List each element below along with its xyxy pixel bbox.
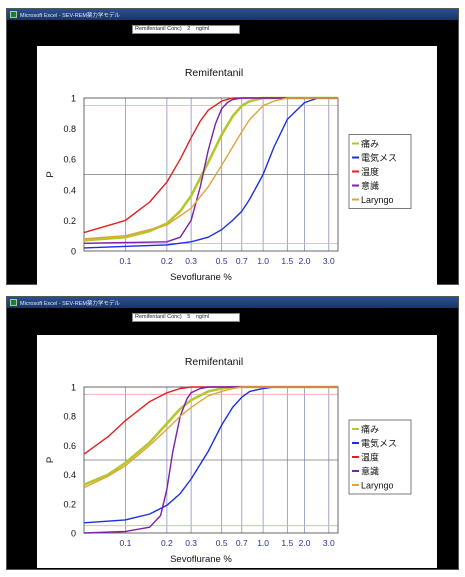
series-line-temperature xyxy=(83,97,338,234)
legend-label-pain: 痛み xyxy=(361,424,379,435)
x-tick-label: 0.2 xyxy=(161,538,173,548)
y-tick-label: 1 xyxy=(71,383,76,393)
window-title: Microsoft Excel - SEV-REM薬力学モデル xyxy=(20,300,120,307)
legend-box xyxy=(348,134,412,209)
grid xyxy=(84,98,338,251)
x-tick-label: 0.1 xyxy=(120,538,132,548)
x-tick-label: 1.5 xyxy=(281,256,293,266)
sevoflurane-chart-2: Remifentanil 0 0.2 0.4 0.6 0.8 1 0.1 0.2 0.3 0.5 0.… xyxy=(45,356,412,565)
y-axis-label: P xyxy=(45,171,56,177)
y-tick-label: 0 xyxy=(71,529,76,539)
y-axis-label: P xyxy=(45,457,56,463)
chart-area-1: Remifentanil 0 0.2 0.4 0.6 0.8 1 0.1 0.2 0.3 0.5 0.… xyxy=(37,46,437,286)
x-tick-label: 1.0 xyxy=(257,538,269,548)
param-value[interactable]: 2 xyxy=(187,26,191,32)
window-title: Microsoft Excel - SEV-REM薬力学モデル xyxy=(20,12,120,19)
x-axis-label: Sevoflurane % xyxy=(170,554,232,565)
y-tick-label: 0.6 xyxy=(63,441,76,451)
excel-app-icon xyxy=(10,11,17,18)
x-tick-label: 1.0 xyxy=(257,256,269,266)
series-line-laryngo xyxy=(83,97,338,240)
excel-window-1: Microsoft Excel - SEV-REM薬力学モデル Remifent… xyxy=(6,8,459,286)
y-tick-label: 0.8 xyxy=(63,124,76,134)
series-line-pain xyxy=(83,385,338,486)
x-tick-label: 0.3 xyxy=(185,256,197,266)
x-tick-label: 0.3 xyxy=(185,538,197,548)
legend-label-electrocautery: 電気メス xyxy=(361,152,397,163)
legend-label-temperature: 温度 xyxy=(361,452,379,463)
x-tick-label: 2.0 xyxy=(299,538,311,548)
chart-area-2: Remifentanil 0 0.2 0.4 0.6 0.8 1 0.1 0.2 0.3 0.5 0.… xyxy=(37,335,437,568)
window-titlebar: Microsoft Excel - SEV-REM薬力学モデル xyxy=(7,9,458,20)
legend-box xyxy=(348,419,412,495)
legend-label-laryngo: Laryngo xyxy=(361,195,394,205)
chart-title: Remifentanil xyxy=(185,356,243,368)
grid xyxy=(84,387,338,533)
param-label: Remifentanil Conc) xyxy=(135,314,182,320)
series-line-electrocautery xyxy=(83,97,338,249)
x-tick-label: 0.5 xyxy=(216,538,228,548)
y-tick-label: 0.8 xyxy=(63,412,76,422)
sevoflurane-chart-1: Remifentanil 0 0.2 0.4 0.6 0.8 1 0.1 0.2 0.3 0.5 0.… xyxy=(45,67,412,283)
legend-label-consciousness: 意識 xyxy=(361,466,379,477)
excel-window-2: Microsoft Excel - SEV-REM薬力学モデル Remifent… xyxy=(6,296,459,570)
legend-label-laryngo: Laryngo xyxy=(361,481,394,491)
y-tick-label: 0.2 xyxy=(63,216,76,226)
window-titlebar: Microsoft Excel - SEV-REM薬力学モデル xyxy=(7,297,458,308)
param-label: Remifentanil Conc) xyxy=(135,26,182,32)
x-tick-label: 0.5 xyxy=(216,256,228,266)
series-line-laryngo xyxy=(83,386,338,489)
series-line-pain xyxy=(83,96,338,242)
series-line-consciousness xyxy=(83,97,338,244)
legend-label-electrocautery: 電気メス xyxy=(361,438,397,449)
x-tick-label: 0.2 xyxy=(161,256,173,266)
x-tick-label: 0.1 xyxy=(120,256,132,266)
y-tick-label: 0.4 xyxy=(63,470,76,480)
param-value[interactable]: 5 xyxy=(187,314,191,320)
y-tick-label: 0.2 xyxy=(63,499,76,509)
x-tick-label: 0.7 xyxy=(236,538,248,548)
legend-label-pain: 痛み xyxy=(361,138,379,149)
y-tick-label: 0.4 xyxy=(63,185,76,195)
series-line-electrocautery xyxy=(83,386,338,524)
x-tick-label: 2.0 xyxy=(299,256,311,266)
x-tick-label: 3.0 xyxy=(323,256,335,266)
y-tick-label: 0.6 xyxy=(63,155,76,165)
plot-frame xyxy=(83,97,339,252)
x-tick-label: 0.7 xyxy=(236,256,248,266)
chart-title: Remifentanil xyxy=(185,67,243,79)
y-tick-label: 1 xyxy=(71,94,76,104)
series-line-consciousness xyxy=(83,386,338,534)
legend-label-temperature: 温度 xyxy=(361,166,379,177)
x-tick-label: 1.5 xyxy=(281,538,293,548)
series-line-temperature xyxy=(83,386,338,455)
remifentanil-conc-field[interactable]: Remifentanil Conc) 2 ng/ml xyxy=(132,25,240,34)
y-tick-label: 0 xyxy=(71,247,76,257)
excel-app-icon xyxy=(10,299,17,306)
param-unit: ng/ml xyxy=(195,26,210,32)
param-unit: ng/ml xyxy=(195,314,210,320)
x-tick-label: 3.0 xyxy=(323,538,335,548)
legend-label-consciousness: 意識 xyxy=(361,180,379,191)
x-axis-label: Sevoflurane % xyxy=(170,272,232,283)
remifentanil-conc-field[interactable]: Remifentanil Conc) 5 ng/ml xyxy=(132,313,240,322)
